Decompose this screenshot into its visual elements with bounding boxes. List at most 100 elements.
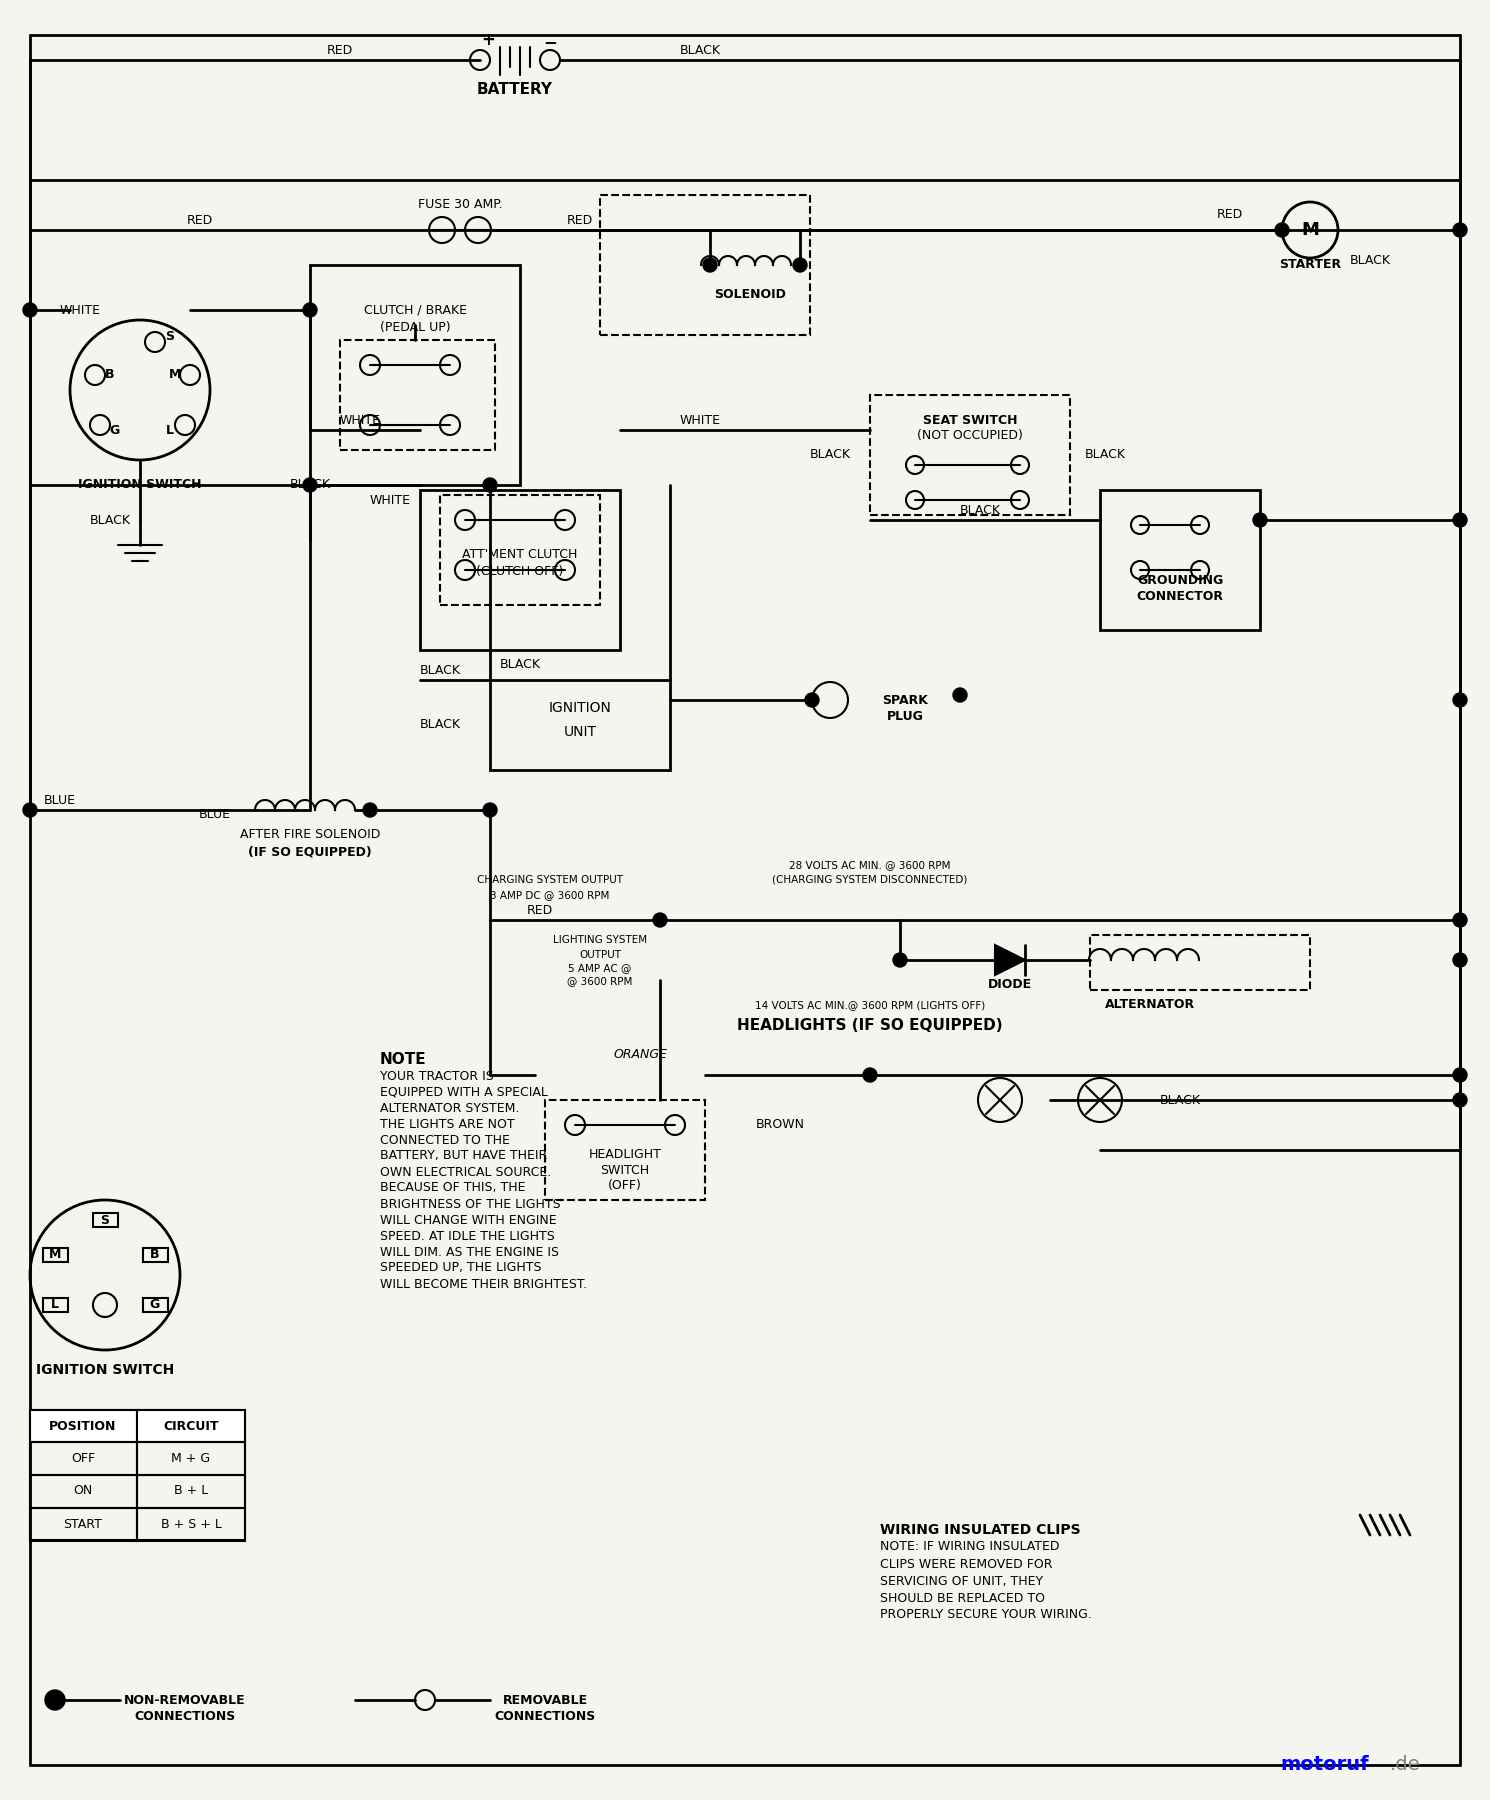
Text: M + G: M + G	[171, 1451, 210, 1465]
Text: ALTERNATOR: ALTERNATOR	[1106, 999, 1195, 1012]
Text: HEADLIGHTS (IF SO EQUIPPED): HEADLIGHTS (IF SO EQUIPPED)	[738, 1017, 1003, 1033]
Text: L: L	[165, 423, 174, 437]
Text: IGNITION SWITCH: IGNITION SWITCH	[36, 1363, 174, 1377]
Circle shape	[703, 257, 717, 272]
Text: RED: RED	[566, 214, 593, 227]
Text: CLIPS WERE REMOVED FOR: CLIPS WERE REMOVED FOR	[881, 1557, 1052, 1570]
Text: (IF SO EQUIPPED): (IF SO EQUIPPED)	[249, 846, 372, 859]
Text: WHITE: WHITE	[679, 414, 721, 427]
Text: WHITE: WHITE	[340, 414, 380, 427]
Text: (OFF): (OFF)	[608, 1179, 642, 1192]
Text: M: M	[168, 369, 182, 382]
Text: BLACK: BLACK	[89, 513, 131, 526]
Text: (NOT OCCUPIED): (NOT OCCUPIED)	[916, 428, 1024, 441]
Text: S: S	[165, 331, 174, 344]
Text: HEADLIGHT: HEADLIGHT	[589, 1148, 662, 1161]
Circle shape	[863, 1067, 878, 1082]
Text: ORANGE: ORANGE	[612, 1048, 668, 1062]
Text: 14 VOLTS AC MIN.@ 3600 RPM (LIGHTS OFF): 14 VOLTS AC MIN.@ 3600 RPM (LIGHTS OFF)	[755, 1001, 985, 1010]
Text: CONNECTED TO THE: CONNECTED TO THE	[380, 1134, 510, 1147]
Text: GROUNDING: GROUNDING	[1137, 574, 1223, 587]
Circle shape	[1453, 693, 1468, 707]
Text: SHOULD BE REPLACED TO: SHOULD BE REPLACED TO	[881, 1591, 1044, 1604]
Bar	[43, 1298, 69, 1312]
Text: FUSE 30 AMP.: FUSE 30 AMP.	[417, 198, 502, 212]
Text: RED: RED	[186, 214, 213, 227]
Text: RED: RED	[1217, 209, 1243, 221]
Text: BLACK: BLACK	[1085, 448, 1125, 461]
Text: NOTE: NOTE	[380, 1053, 426, 1067]
Text: YOUR TRACTOR IS: YOUR TRACTOR IS	[380, 1069, 493, 1082]
Bar	[143, 1247, 168, 1262]
Bar	[30, 1442, 137, 1474]
Text: (PEDAL UP): (PEDAL UP)	[380, 320, 450, 333]
Text: @ 3600 RPM: @ 3600 RPM	[568, 976, 633, 986]
Text: THE LIGHTS ARE NOT: THE LIGHTS ARE NOT	[380, 1118, 514, 1130]
Text: ALTERNATOR SYSTEM.: ALTERNATOR SYSTEM.	[380, 1102, 520, 1114]
Text: ATT'MENT CLUTCH: ATT'MENT CLUTCH	[462, 549, 578, 562]
Text: CONNECTIONS: CONNECTIONS	[495, 1710, 596, 1724]
Text: motoruf: motoruf	[1280, 1755, 1369, 1775]
Circle shape	[893, 952, 907, 967]
Bar	[92, 1213, 118, 1228]
Text: BECAUSE OF THIS, THE: BECAUSE OF THIS, THE	[380, 1181, 526, 1195]
Text: +: +	[481, 31, 495, 49]
Bar	[30, 1508, 137, 1541]
Text: LIGHTING SYSTEM: LIGHTING SYSTEM	[553, 934, 647, 945]
Bar	[440, 495, 600, 605]
Circle shape	[805, 693, 820, 707]
Circle shape	[1453, 1067, 1468, 1082]
Text: BLACK: BLACK	[1159, 1093, 1201, 1107]
Text: B + L: B + L	[174, 1485, 209, 1498]
Text: BLACK: BLACK	[1350, 254, 1390, 266]
Text: 28 VOLTS AC MIN. @ 3600 RPM: 28 VOLTS AC MIN. @ 3600 RPM	[790, 860, 951, 869]
Text: BLACK: BLACK	[420, 664, 460, 677]
Text: BROWN: BROWN	[755, 1118, 805, 1132]
Text: START: START	[64, 1517, 103, 1530]
Bar	[30, 1409, 244, 1541]
Text: WILL BECOME THEIR BRIGHTEST.: WILL BECOME THEIR BRIGHTEST.	[380, 1278, 587, 1291]
Text: BLACK: BLACK	[420, 718, 460, 731]
Circle shape	[483, 803, 498, 817]
Text: REMOVABLE: REMOVABLE	[502, 1694, 587, 1706]
Text: SWITCH: SWITCH	[600, 1163, 650, 1177]
Bar	[137, 1442, 244, 1474]
Circle shape	[45, 1690, 66, 1710]
Text: NOTE: IF WIRING INSULATED: NOTE: IF WIRING INSULATED	[881, 1541, 1059, 1553]
Text: PLUG: PLUG	[887, 709, 924, 722]
Text: BLACK: BLACK	[499, 659, 541, 671]
Circle shape	[1453, 913, 1468, 927]
Bar	[143, 1298, 168, 1312]
Text: L: L	[51, 1298, 60, 1312]
Bar	[545, 1100, 705, 1201]
Text: 5 AMP AC @: 5 AMP AC @	[568, 963, 632, 974]
Text: UNIT: UNIT	[563, 725, 596, 740]
Text: RED: RED	[527, 904, 553, 916]
Text: B + S + L: B + S + L	[161, 1517, 222, 1530]
Circle shape	[1275, 223, 1289, 238]
Bar	[310, 265, 520, 484]
Text: BLUE: BLUE	[45, 794, 76, 806]
Text: WHITE: WHITE	[60, 304, 100, 317]
Bar	[490, 680, 670, 770]
Bar	[1091, 934, 1310, 990]
Circle shape	[22, 803, 37, 817]
Text: OUTPUT: OUTPUT	[580, 950, 621, 959]
Text: STARTER: STARTER	[1278, 259, 1341, 272]
Text: BLUE: BLUE	[200, 808, 231, 821]
Text: BATTERY: BATTERY	[477, 83, 553, 97]
Bar	[870, 394, 1070, 515]
Circle shape	[483, 479, 498, 491]
Circle shape	[1453, 1093, 1468, 1107]
Bar	[30, 1474, 137, 1508]
Text: SPARK: SPARK	[882, 693, 928, 706]
Circle shape	[954, 688, 967, 702]
Text: G: G	[150, 1298, 159, 1312]
Text: OWN ELECTRICAL SOURCE.: OWN ELECTRICAL SOURCE.	[380, 1166, 551, 1179]
Text: EQUIPPED WITH A SPECIAL: EQUIPPED WITH A SPECIAL	[380, 1085, 548, 1098]
Text: SPEED. AT IDLE THE LIGHTS: SPEED. AT IDLE THE LIGHTS	[380, 1229, 554, 1242]
Circle shape	[22, 302, 37, 317]
Bar	[600, 194, 811, 335]
Text: WILL DIM. AS THE ENGINE IS: WILL DIM. AS THE ENGINE IS	[380, 1246, 559, 1258]
Text: SEAT SWITCH: SEAT SWITCH	[922, 414, 1018, 427]
